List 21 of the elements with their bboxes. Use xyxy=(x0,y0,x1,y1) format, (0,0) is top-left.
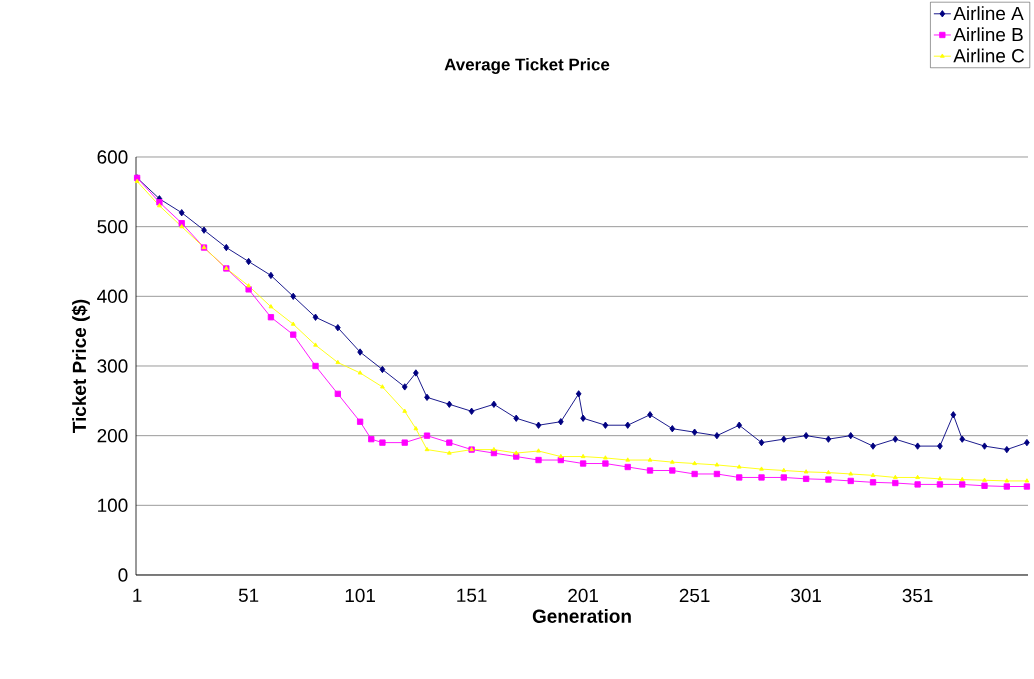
x-tick-label: 151 xyxy=(457,588,487,602)
x-tick-label: 51 xyxy=(238,588,259,602)
y-tick-label: 300 xyxy=(97,359,128,373)
y-tick-label: 500 xyxy=(97,219,128,234)
x-tick-label: 201 xyxy=(568,588,598,603)
x-tick-label: 301 xyxy=(791,588,821,603)
x-tick-label: 1 xyxy=(133,588,142,602)
y-tick-label: 0 xyxy=(118,568,128,582)
y-axis-title: Ticket Price ($) xyxy=(71,299,90,433)
x-tick-label: 351 xyxy=(902,588,933,603)
legend-label: Airline B xyxy=(953,27,1023,42)
legend-label: Airline C xyxy=(953,48,1025,63)
legend-label: Airline A xyxy=(953,6,1024,21)
y-tick-label: 100 xyxy=(98,498,128,513)
x-axis-title: Generation xyxy=(532,609,631,623)
y-tick-label: 200 xyxy=(97,428,128,443)
x-tick-label: 101 xyxy=(345,588,375,603)
y-tick-label: 400 xyxy=(97,289,128,304)
y-tick-label: 600 xyxy=(97,150,128,164)
x-tick-label: 251 xyxy=(679,588,710,603)
chart-title: Average Ticket Price xyxy=(444,58,610,74)
